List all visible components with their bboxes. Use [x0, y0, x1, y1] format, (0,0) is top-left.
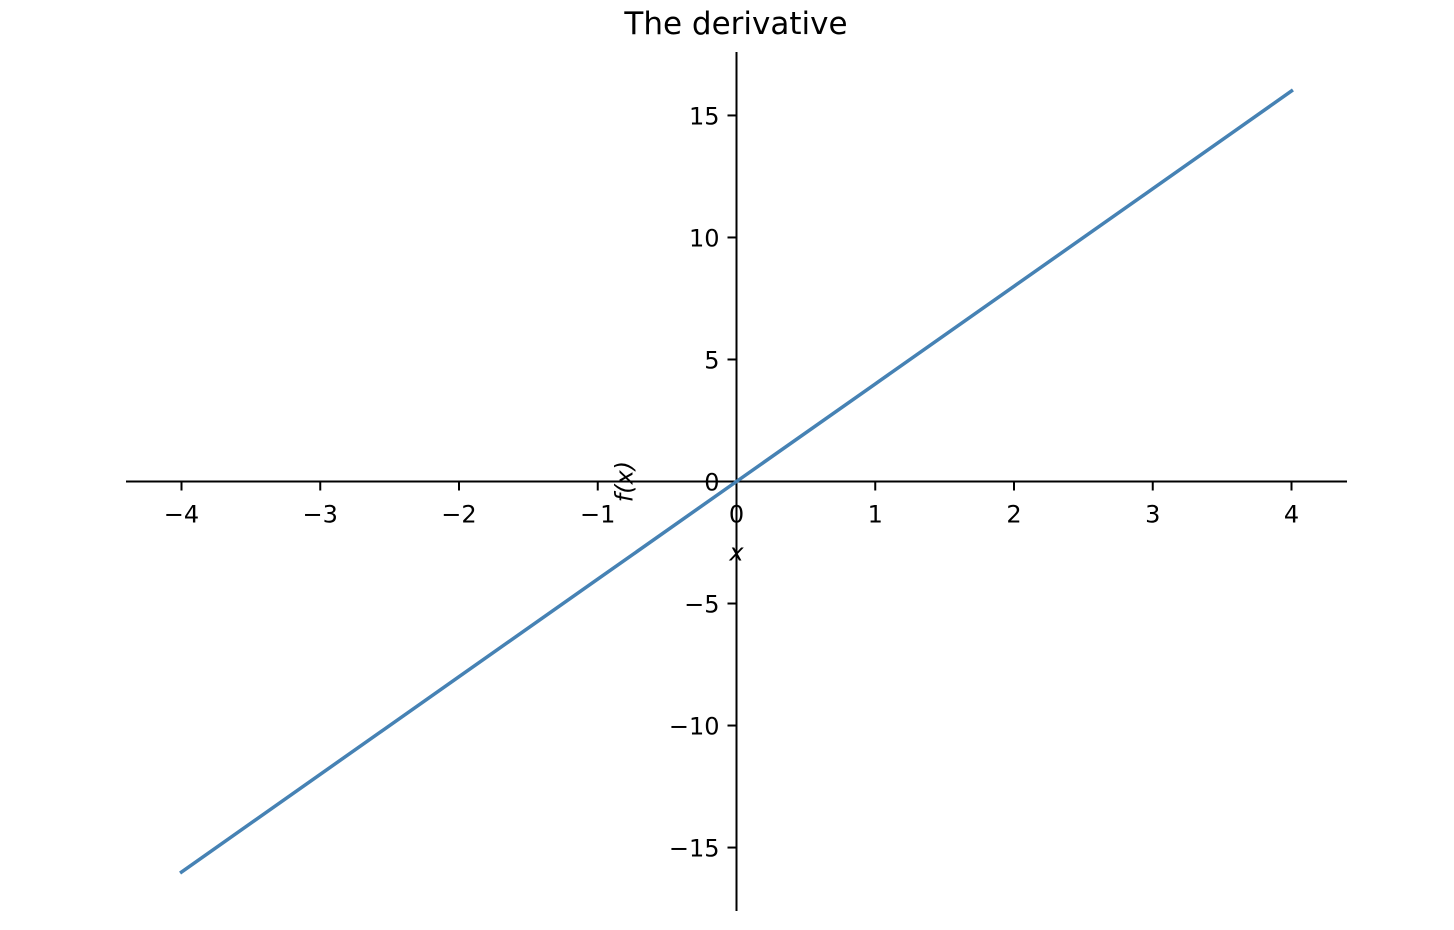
x-tick-label: 1	[868, 501, 883, 529]
y-tick-label: 5	[704, 346, 719, 374]
x-tick-label: 4	[1284, 501, 1299, 529]
x-axis-label: x	[728, 539, 744, 567]
x-tick-label: −3	[303, 501, 338, 529]
x-tick-label: −4	[164, 501, 199, 529]
x-tick-label: −2	[441, 501, 476, 529]
x-tick-label: 0	[729, 501, 744, 529]
y-tick-label: 0	[704, 469, 719, 497]
y-tick-label: −15	[669, 835, 720, 863]
y-tick-label: −10	[669, 713, 720, 741]
x-ticks: −4 −3 −2 −1 0 1 2 3 4	[164, 481, 1299, 529]
y-tick-label: −5	[684, 591, 719, 619]
x-tick-label: 2	[1006, 501, 1021, 529]
x-tick-label: −1	[580, 501, 615, 529]
chart-title: The derivative	[623, 6, 847, 42]
y-tick-label: 15	[689, 102, 720, 130]
y-ticks: −15 −10 −5 0 5 10 15	[669, 102, 737, 863]
y-axis-label: f(x)	[611, 461, 639, 502]
x-tick-label: 3	[1145, 501, 1160, 529]
series	[179, 88, 1294, 875]
series-line	[179, 88, 1294, 875]
y-tick-label: 10	[689, 224, 720, 252]
